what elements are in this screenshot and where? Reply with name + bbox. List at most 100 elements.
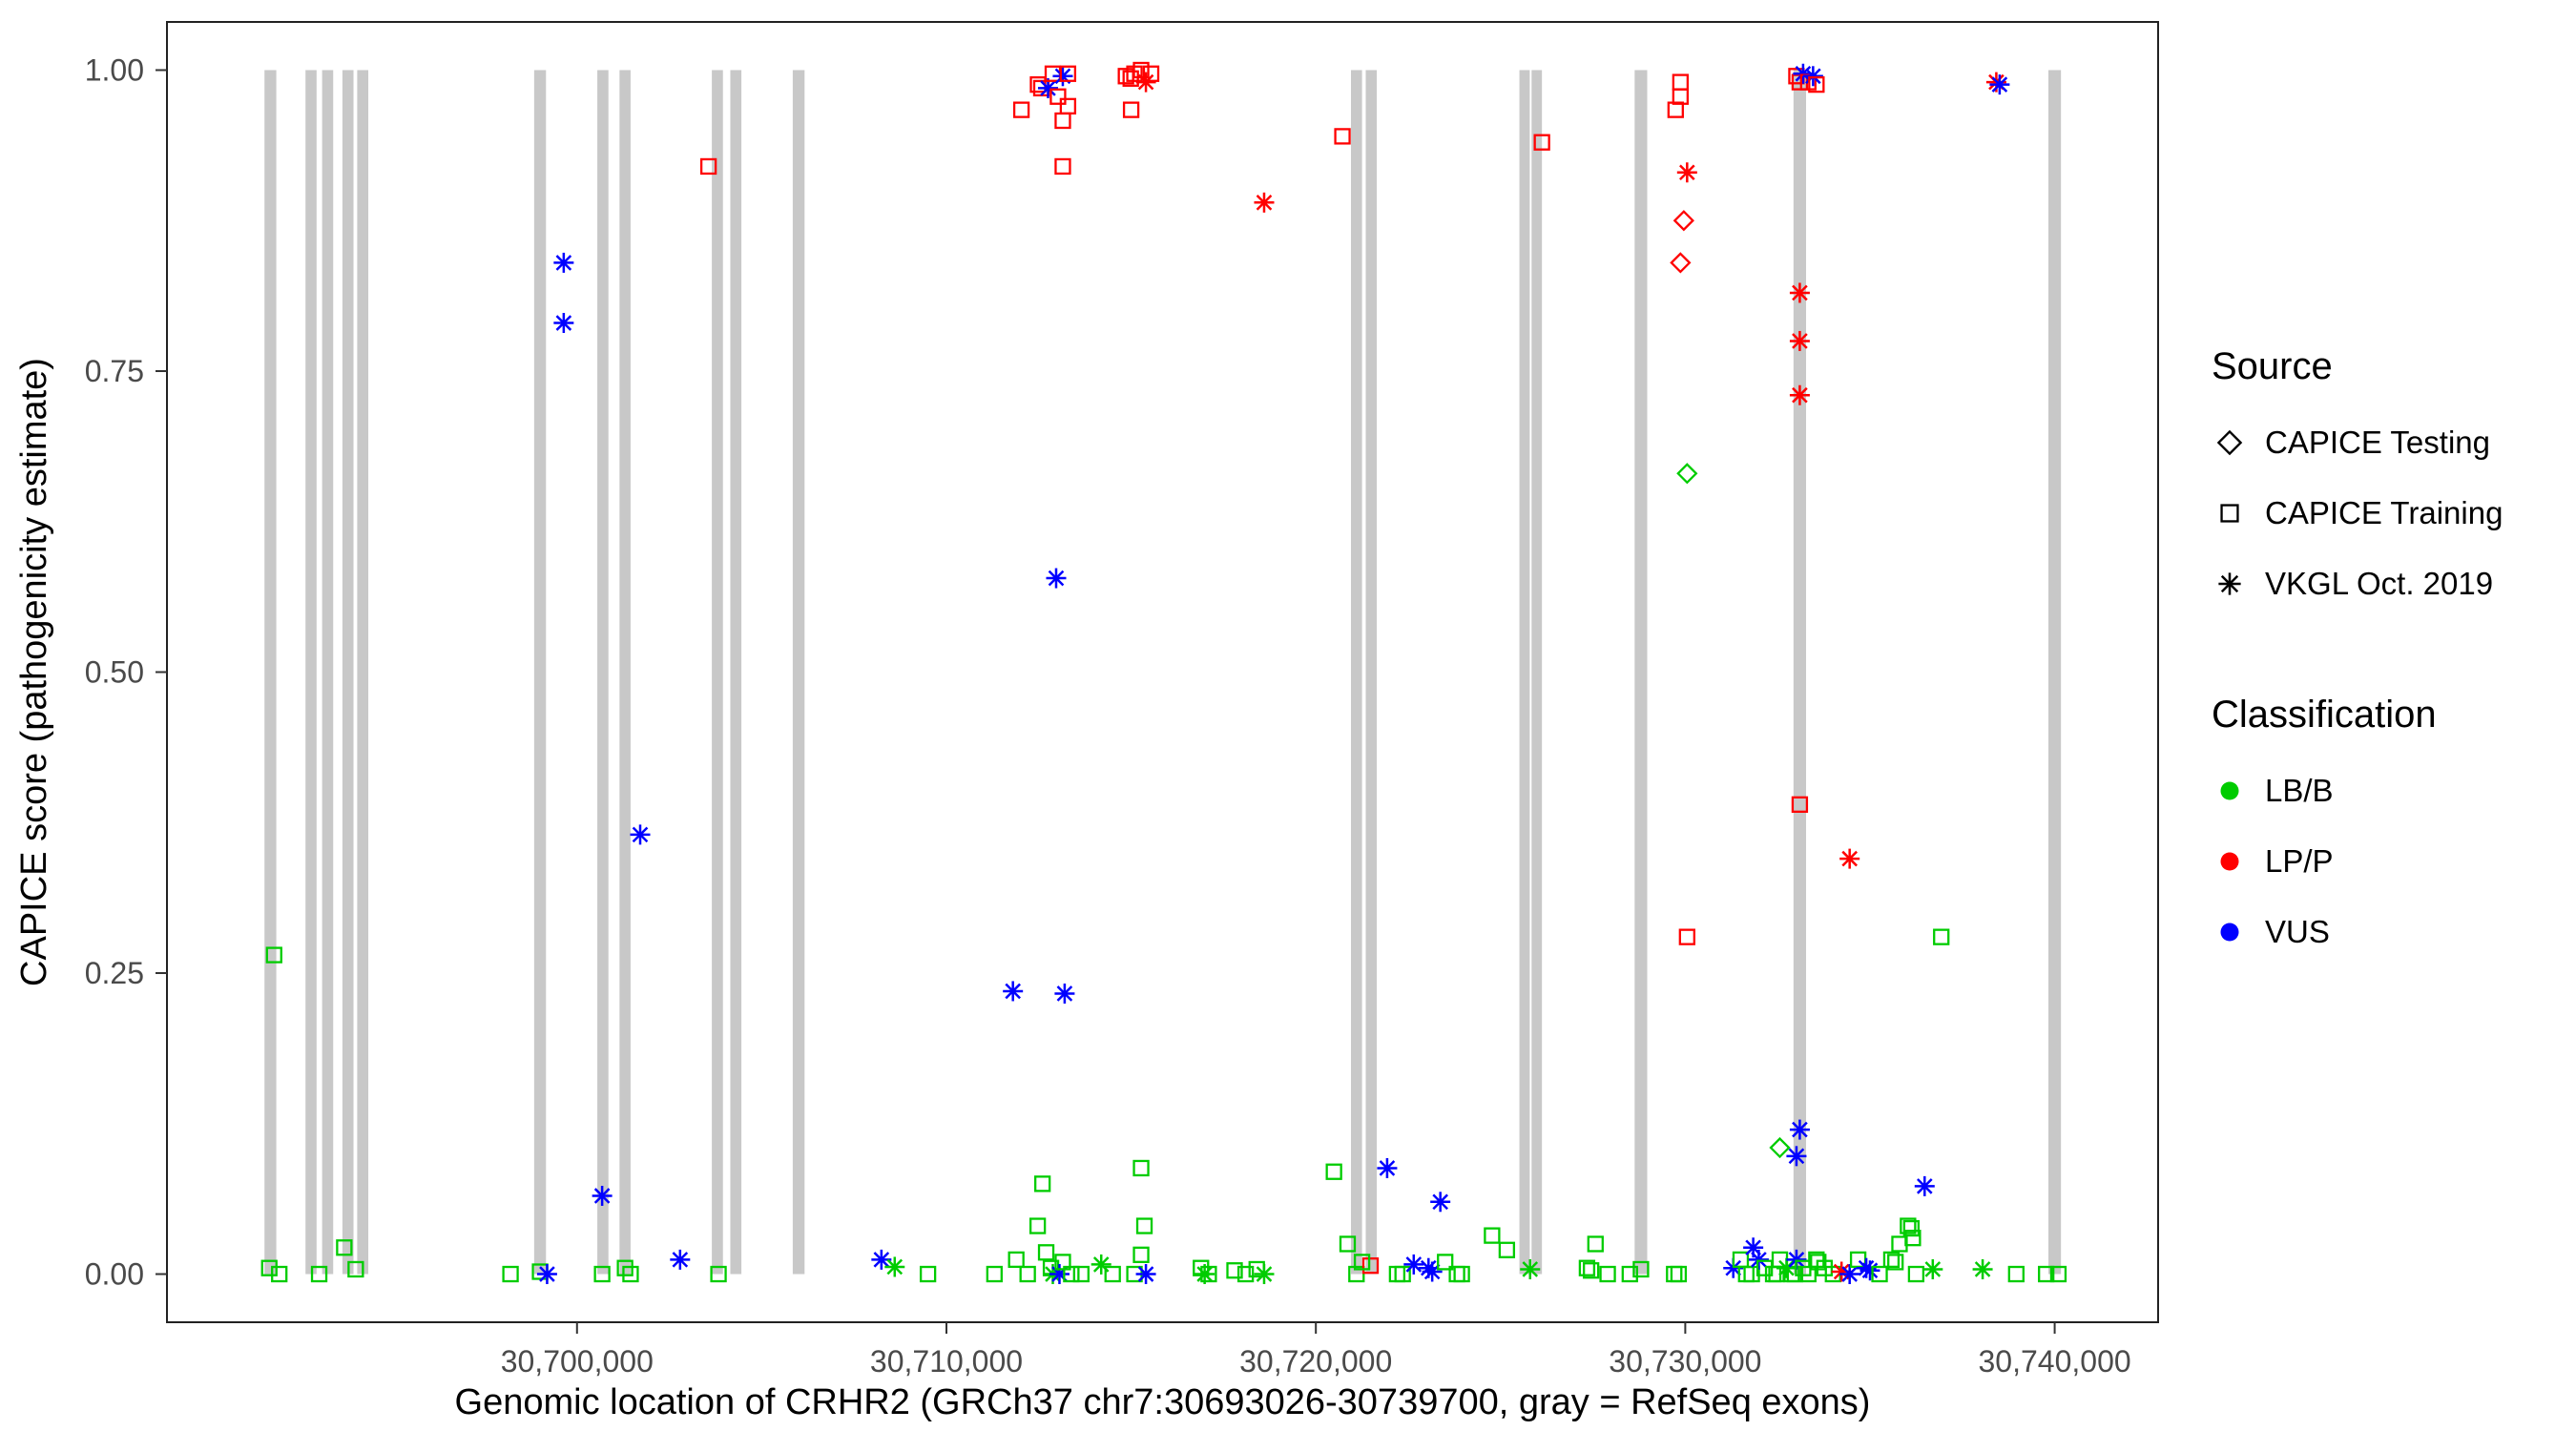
legend-classification-block: Classification LB/B LP/P VUS xyxy=(2212,694,2503,950)
data-point xyxy=(1859,1260,1880,1281)
data-point xyxy=(1104,1265,1121,1283)
data-point xyxy=(1972,1258,1993,1279)
data-point xyxy=(2049,1265,2067,1283)
exon-bars-layer xyxy=(264,70,2062,1275)
data-point xyxy=(1839,848,1860,869)
x-tick-label: 30,710,000 xyxy=(870,1344,1023,1379)
data-point xyxy=(1789,330,1810,351)
data-point xyxy=(1786,1146,1807,1167)
y-tick-label: 0.50 xyxy=(85,655,144,690)
x-axis-title: Genomic location of CRHR2 (GRCh37 chr7:3… xyxy=(455,1382,1871,1422)
data-point xyxy=(1325,1163,1342,1180)
data-point xyxy=(1037,1244,1055,1261)
data-point xyxy=(1789,282,1810,303)
diamond-icon xyxy=(2216,429,2243,456)
legend-item-vus: VUS xyxy=(2212,914,2503,950)
blue-dot-icon xyxy=(2220,923,2239,942)
data-point xyxy=(1122,70,1139,87)
square-icon xyxy=(2220,504,2239,523)
exon-bar xyxy=(305,70,317,1275)
legend-source-title: Source xyxy=(2212,345,2333,387)
data-point xyxy=(1672,210,1694,232)
legend-item-capice-testing: CAPICE Testing xyxy=(2212,425,2503,461)
legend-source-block: Source CAPICE Testing CAPICE Training xyxy=(2212,345,2503,602)
legend-item-lbb: LB/B xyxy=(2212,773,2503,809)
data-point xyxy=(1678,928,1695,945)
data-point xyxy=(1907,1265,1925,1283)
panel-border xyxy=(166,21,2159,1323)
legend-item-label: LP/P xyxy=(2265,843,2334,879)
data-point xyxy=(1900,1217,1917,1234)
data-point xyxy=(1046,568,1067,589)
exon-bar xyxy=(597,70,609,1275)
data-point xyxy=(1008,1251,1025,1269)
data-point xyxy=(1377,1157,1398,1178)
data-point xyxy=(1388,1265,1406,1283)
legend-classification-title: Classification xyxy=(2212,694,2437,736)
exon-bar xyxy=(533,70,547,1275)
data-point xyxy=(1789,1119,1810,1140)
exon-bar xyxy=(1350,70,1362,1275)
data-point xyxy=(1422,1261,1443,1282)
exon-bar xyxy=(1793,70,1806,1275)
data-point xyxy=(1054,157,1071,176)
data-point xyxy=(553,252,574,273)
exon-bar xyxy=(1634,70,1648,1275)
data-point xyxy=(1670,252,1692,274)
data-point xyxy=(1135,1217,1153,1234)
exon-bar xyxy=(1519,70,1530,1275)
data-point xyxy=(1789,384,1810,405)
data-point xyxy=(919,1265,937,1283)
data-point xyxy=(1802,66,1823,87)
data-point xyxy=(1142,65,1160,82)
data-point xyxy=(1882,1251,1901,1269)
data-point xyxy=(1348,1265,1365,1283)
green-dot-icon xyxy=(2220,781,2239,800)
legend-item-label: CAPICE Testing xyxy=(2265,425,2490,460)
data-point xyxy=(2007,1265,2025,1283)
data-point xyxy=(1902,1219,1921,1237)
y-tick-label: 1.00 xyxy=(85,52,144,87)
data-point xyxy=(1914,1175,1935,1196)
data-point xyxy=(347,1260,364,1278)
data-point xyxy=(1533,134,1550,151)
x-tick-label: 30,720,000 xyxy=(1239,1344,1392,1379)
exon-bar xyxy=(792,70,805,1275)
legend-item-capice-training: CAPICE Training xyxy=(2212,495,2503,531)
data-point xyxy=(1091,1254,1111,1275)
data-point xyxy=(1200,1265,1217,1283)
data-point xyxy=(536,1264,557,1285)
data-point xyxy=(1484,1227,1501,1244)
data-point xyxy=(502,1265,519,1283)
data-point xyxy=(1403,1254,1424,1275)
data-point xyxy=(1453,1265,1470,1283)
data-point xyxy=(1430,1192,1451,1213)
data-point xyxy=(710,1265,727,1283)
data-point xyxy=(622,1265,639,1283)
data-points-layer xyxy=(260,61,2067,1285)
data-point xyxy=(1254,1264,1275,1285)
y-tick-label: 0.75 xyxy=(85,354,144,388)
data-point xyxy=(1891,1235,1908,1253)
data-point xyxy=(553,313,574,334)
exon-bar xyxy=(264,70,277,1275)
data-point xyxy=(1498,1241,1516,1258)
data-point xyxy=(1072,1265,1090,1283)
panel-frame-layer xyxy=(166,21,2159,1323)
data-point xyxy=(1037,77,1058,98)
data-point xyxy=(1816,1259,1834,1276)
data-point xyxy=(1771,1251,1789,1269)
data-point xyxy=(1334,128,1351,145)
data-point xyxy=(1059,97,1077,114)
legend-item-label: VKGL Oct. 2019 xyxy=(2265,566,2494,601)
data-point xyxy=(670,1249,691,1270)
legend-item-label: CAPICE Training xyxy=(2265,495,2503,530)
data-point xyxy=(1003,981,1024,1002)
data-point xyxy=(336,1239,353,1256)
data-point xyxy=(1808,75,1825,93)
data-point xyxy=(1791,796,1809,813)
data-point xyxy=(1052,66,1073,87)
data-point xyxy=(1034,1175,1051,1192)
data-point xyxy=(986,1265,1003,1283)
